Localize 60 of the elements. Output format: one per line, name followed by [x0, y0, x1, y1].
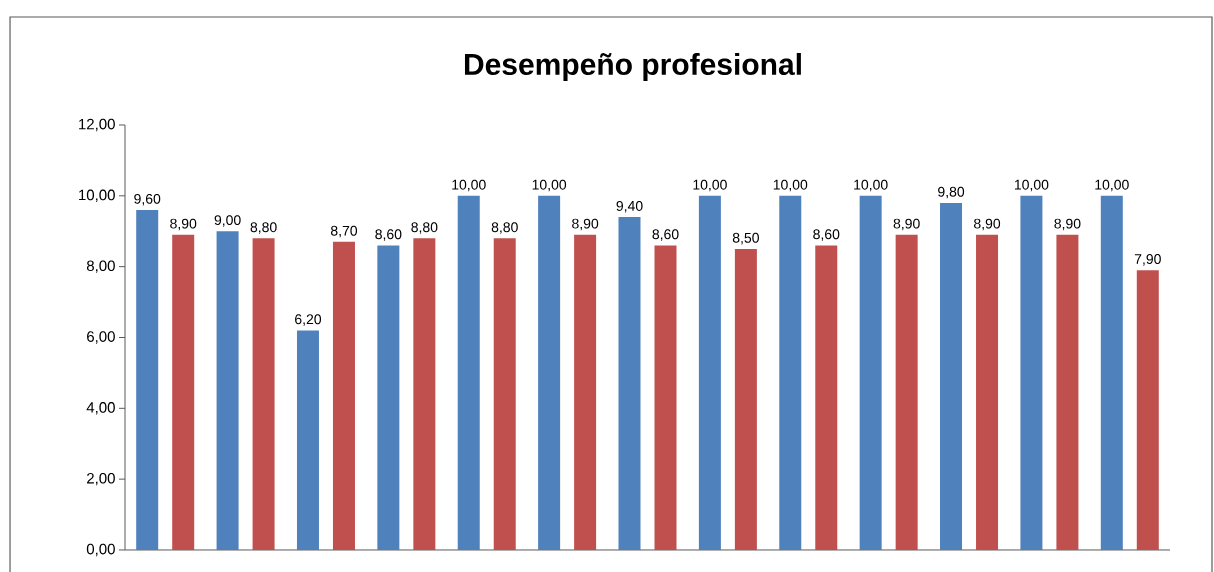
data-label: 10,00 — [773, 179, 808, 192]
bar — [216, 231, 239, 550]
bar — [136, 209, 159, 550]
y-tick-label: 2,00 — [87, 472, 115, 486]
data-label: 8,80 — [250, 222, 277, 234]
data-label: 10,00 — [1014, 179, 1049, 192]
data-label: 8,90 — [170, 218, 197, 231]
data-label: 8,90 — [893, 218, 920, 231]
bar — [976, 234, 999, 550]
bar — [1020, 195, 1043, 550]
data-label: 8,90 — [1054, 218, 1081, 231]
bar — [698, 195, 721, 550]
data-label: 8,90 — [572, 218, 599, 231]
data-label: 9,40 — [616, 200, 643, 213]
data-label: 9,80 — [938, 186, 965, 199]
bar — [172, 234, 195, 550]
bar — [1056, 234, 1079, 550]
bar — [618, 217, 641, 550]
data-label: 8,80 — [491, 222, 518, 234]
y-tick-label: 8,00 — [86, 260, 115, 273]
y-tick-label: 10,00 — [79, 189, 115, 203]
data-label: 8,60 — [813, 229, 840, 241]
bar — [332, 241, 355, 550]
bar — [779, 195, 802, 550]
data-label: 10,00 — [854, 179, 888, 192]
data-label: 8,50 — [732, 232, 759, 245]
data-label: 6,20 — [295, 314, 322, 326]
y-tick-label: 4,00 — [86, 402, 115, 415]
data-label: 10,00 — [532, 179, 567, 192]
chart-title: Desempeño profesional — [464, 53, 801, 81]
bar — [734, 248, 757, 550]
data-label: 8,60 — [375, 229, 402, 241]
y-tick-label: 0,00 — [86, 543, 115, 557]
bar — [252, 238, 275, 550]
bar — [457, 195, 480, 550]
bar — [296, 330, 319, 550]
data-label: 8,70 — [330, 225, 358, 238]
data-label: 8,60 — [652, 229, 679, 241]
bar — [815, 245, 838, 550]
data-label: 10,00 — [1095, 179, 1129, 192]
bar — [377, 245, 400, 550]
data-label: 10,00 — [452, 179, 486, 192]
bar — [940, 202, 963, 550]
bar — [538, 195, 561, 550]
bar — [1100, 195, 1123, 550]
bar — [859, 195, 882, 550]
bar — [895, 234, 918, 550]
y-tick-label: 6,00 — [87, 331, 115, 344]
bar — [654, 245, 677, 550]
data-label: 9,00 — [214, 215, 241, 227]
bar — [413, 238, 436, 550]
bar — [574, 234, 597, 550]
y-tick-label: 12,00 — [79, 118, 115, 132]
data-label: 9,60 — [134, 193, 161, 206]
data-label: 10,00 — [693, 179, 727, 192]
bar — [493, 238, 516, 550]
data-label: 7,90 — [1134, 254, 1161, 266]
data-label: 8,90 — [974, 218, 1001, 231]
bar — [1136, 270, 1159, 550]
data-label: 8,80 — [411, 222, 438, 234]
